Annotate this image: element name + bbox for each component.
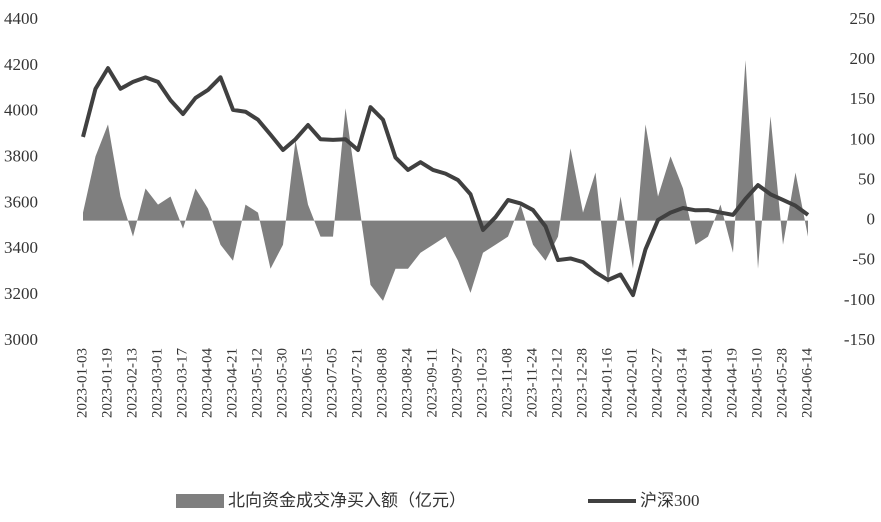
x-tick-label: 2023-09-27 <box>449 348 465 418</box>
x-tick-label: 2023-08-24 <box>399 348 415 418</box>
y2-tick-label: 100 <box>850 129 876 148</box>
x-tick-label: 2024-05-28 <box>774 348 790 418</box>
flow-area <box>83 60 808 301</box>
x-tick-label: 2023-01-03 <box>74 348 90 418</box>
y-tick-label: 3400 <box>4 238 38 257</box>
x-tick-label: 2023-10-23 <box>474 348 490 418</box>
x-tick-label: 2023-05-30 <box>274 348 290 418</box>
x-tick-label: 2024-05-10 <box>749 348 765 418</box>
x-tick-label: 2024-04-19 <box>724 348 740 418</box>
y-tick-label: 3000 <box>4 330 38 349</box>
legend-swatch <box>176 494 224 508</box>
y2-tick-label: 200 <box>850 49 876 68</box>
x-tick-label: 2023-05-12 <box>249 348 265 418</box>
x-tick-label: 2024-04-01 <box>699 348 715 418</box>
y2-tick-label: -50 <box>852 250 875 269</box>
y2-tick-label: 150 <box>850 89 876 108</box>
x-tick-label: 2023-07-05 <box>324 348 340 418</box>
y-tick-label: 4000 <box>4 101 38 120</box>
x-tick-label: 2023-07-21 <box>349 348 365 418</box>
y-tick-label: 3200 <box>4 284 38 303</box>
x-tick-label: 2023-03-17 <box>174 348 190 418</box>
y-tick-label: 4200 <box>4 55 38 74</box>
y2-tick-label: -100 <box>844 290 875 309</box>
x-tick-label: 2023-01-19 <box>99 348 115 418</box>
y2-tick-label: -150 <box>844 330 875 349</box>
x-tick-label: 2024-06-14 <box>799 348 815 418</box>
index-line <box>81 66 810 298</box>
x-tick-label: 2023-06-15 <box>299 348 315 418</box>
x-tick-label: 2023-02-13 <box>124 348 140 418</box>
x-tick-label: 2023-04-04 <box>199 348 215 418</box>
x-tick-label: 2024-02-01 <box>624 348 640 418</box>
y-tick-label: 3800 <box>4 146 38 165</box>
x-tick-label: 2023-12-12 <box>549 348 565 418</box>
x-tick-label: 2023-12-28 <box>574 348 590 418</box>
y-tick-label: 3600 <box>4 192 38 211</box>
x-tick-label: 2024-02-27 <box>649 348 665 418</box>
legend-label: 北向资金成交净买入额（亿元） <box>228 491 466 510</box>
x-tick-label: 2023-09-11 <box>424 348 440 417</box>
y2-tick-label: 50 <box>858 169 875 188</box>
x-tick-label: 2023-04-21 <box>224 348 240 418</box>
x-tick-label: 2023-08-08 <box>374 348 390 418</box>
y-tick-label: 4400 <box>4 9 38 28</box>
x-tick-label: 2023-03-01 <box>149 348 165 418</box>
y2-tick-label: 250 <box>850 9 876 28</box>
y2-tick-label: 0 <box>867 210 876 229</box>
x-tick-label: 2023-11-08 <box>499 348 515 417</box>
x-tick-label: 2024-01-16 <box>599 348 615 418</box>
legend-label: 沪深300 <box>640 491 700 510</box>
x-tick-label: 2023-11-24 <box>524 348 540 418</box>
x-tick-label: 2024-03-14 <box>674 348 690 418</box>
